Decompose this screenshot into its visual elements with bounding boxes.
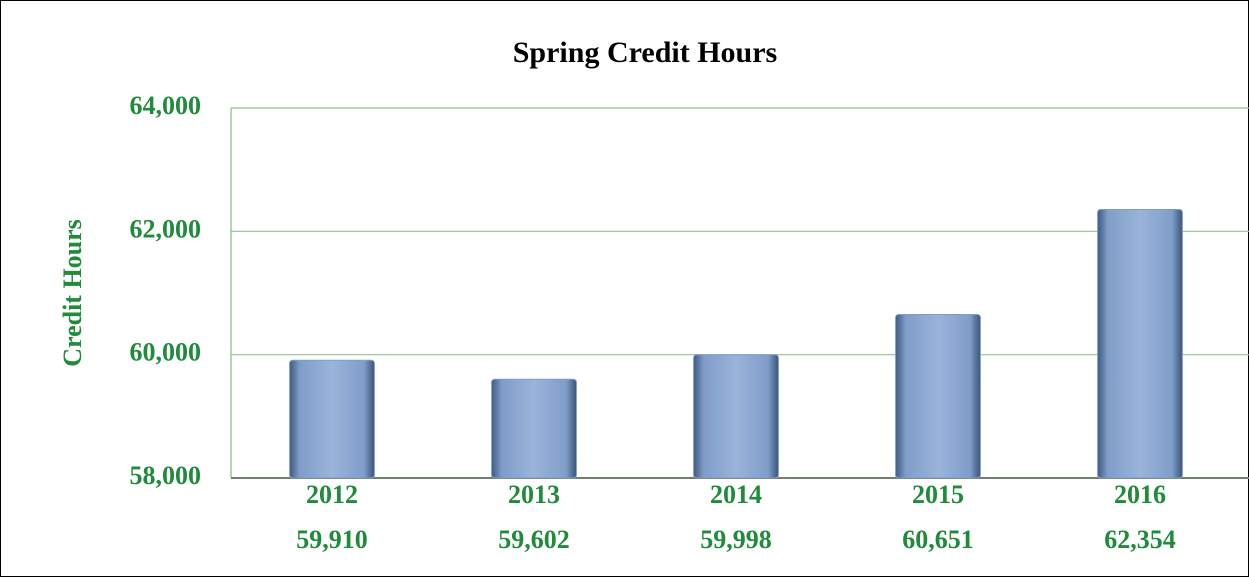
x-tick-label: 2012 bbox=[306, 480, 358, 509]
x-tick-label: 2014 bbox=[710, 480, 762, 509]
x-tick-label: 2016 bbox=[1114, 480, 1166, 509]
bar bbox=[693, 354, 779, 479]
x-tick-label: 2015 bbox=[912, 480, 964, 509]
value-label: 59,998 bbox=[700, 525, 772, 554]
y-tick-label: 64,000 bbox=[130, 91, 202, 120]
bar bbox=[1097, 209, 1183, 479]
bar bbox=[895, 314, 981, 479]
y-axis-label: Credit Hours bbox=[58, 219, 87, 367]
y-tick-label: 60,000 bbox=[130, 338, 202, 367]
value-label: 59,602 bbox=[498, 525, 570, 554]
chart-title: Spring Credit Hours bbox=[513, 36, 777, 69]
value-label: 59,910 bbox=[296, 525, 368, 554]
x-tick-label: 2013 bbox=[508, 480, 560, 509]
bar bbox=[289, 359, 375, 479]
y-tick-label: 58,000 bbox=[130, 461, 202, 490]
bar bbox=[491, 378, 577, 479]
value-label: 62,354 bbox=[1104, 525, 1176, 554]
value-label: 60,651 bbox=[902, 525, 974, 554]
y-tick-label: 62,000 bbox=[130, 214, 202, 243]
